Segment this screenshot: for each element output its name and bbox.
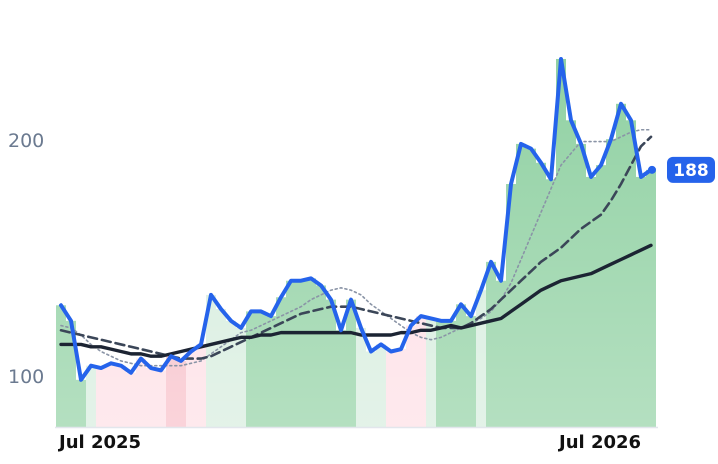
last-price-dot xyxy=(648,165,656,174)
last-price-label: 188 xyxy=(673,161,709,181)
last-price-badge xyxy=(667,156,715,183)
area-layer xyxy=(55,0,658,429)
series-line xyxy=(59,243,653,358)
series-line xyxy=(59,56,653,382)
label-layer: 100 200 Jul 2025 Jul 2026 188 xyxy=(8,130,715,453)
x-tick-label: Jul 2026 xyxy=(557,432,641,453)
y-tick-label: 200 xyxy=(8,130,44,152)
series-line xyxy=(60,128,652,367)
y-tick-label: 100 xyxy=(8,366,44,388)
line-layer xyxy=(59,56,653,382)
x-tick-label: Jul 2025 xyxy=(57,432,141,453)
